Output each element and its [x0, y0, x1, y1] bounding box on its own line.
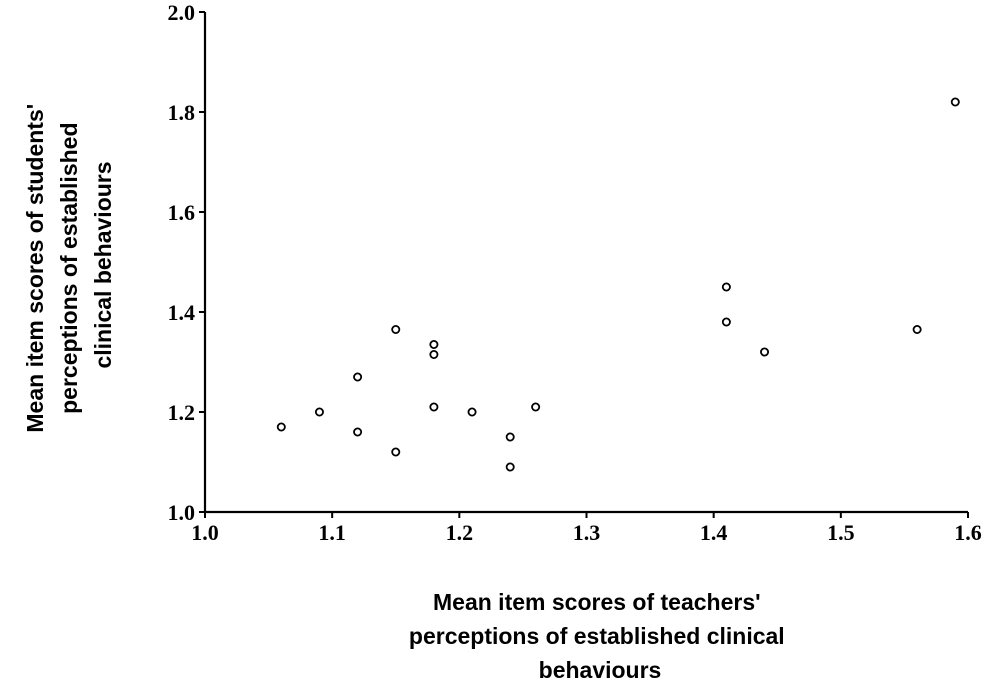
- y-axis-title: Mean item scores of students' perception…: [22, 97, 116, 432]
- y-axis-title-line-3: clinical behaviours: [90, 161, 116, 368]
- x-axis-title-line-1: Mean item scores of teachers': [433, 589, 761, 615]
- x-axis-title-line-2: perceptions of established clinical: [409, 623, 785, 649]
- x-axis-title: Mean item scores of teachers' perception…: [409, 589, 791, 680]
- axes: [203, 12, 968, 514]
- x-axis-title-line-3: behaviours: [539, 657, 662, 680]
- data-point: [950, 97, 960, 107]
- y-axis-title-line-2: perceptions of established: [56, 122, 82, 413]
- data-point: [276, 422, 286, 432]
- y-axis-title-line-1: Mean item scores of students': [22, 104, 48, 433]
- x-tick-label: 1.2: [446, 520, 474, 545]
- data-point: [721, 282, 731, 292]
- y-tick-label: 1.2: [168, 400, 196, 425]
- y-tick-label: 1.4: [168, 300, 196, 325]
- x-tick-label: 1.0: [191, 520, 219, 545]
- data-point: [531, 402, 541, 412]
- data-points: [276, 97, 960, 472]
- data-point: [353, 427, 363, 437]
- data-point: [429, 339, 439, 349]
- data-point: [505, 462, 515, 472]
- data-point: [721, 317, 731, 327]
- data-point: [353, 372, 363, 382]
- data-point: [912, 324, 922, 334]
- y-tick-label: 2.0: [168, 0, 196, 25]
- y-tick-labels: 1.0 1.2 1.4 1.6 1.8 2.0: [168, 0, 205, 525]
- data-point: [429, 349, 439, 359]
- data-point: [467, 407, 477, 417]
- data-point: [760, 347, 770, 357]
- data-point: [505, 432, 515, 442]
- x-tick-label: 1.6: [954, 520, 982, 545]
- data-point: [429, 402, 439, 412]
- x-tick-label: 1.4: [700, 520, 728, 545]
- y-tick-label: 1.0: [168, 500, 196, 525]
- data-point: [391, 447, 401, 457]
- x-tick-label: 1.1: [318, 520, 346, 545]
- data-point: [314, 407, 324, 417]
- data-point: [391, 324, 401, 334]
- x-tick-labels: 1.0 1.1 1.2 1.3 1.4 1.5 1.6: [191, 512, 982, 545]
- y-tick-label: 1.8: [168, 100, 196, 125]
- x-tick-label: 1.3: [573, 520, 601, 545]
- x-tick-label: 1.5: [827, 520, 855, 545]
- y-tick-label: 1.6: [168, 200, 196, 225]
